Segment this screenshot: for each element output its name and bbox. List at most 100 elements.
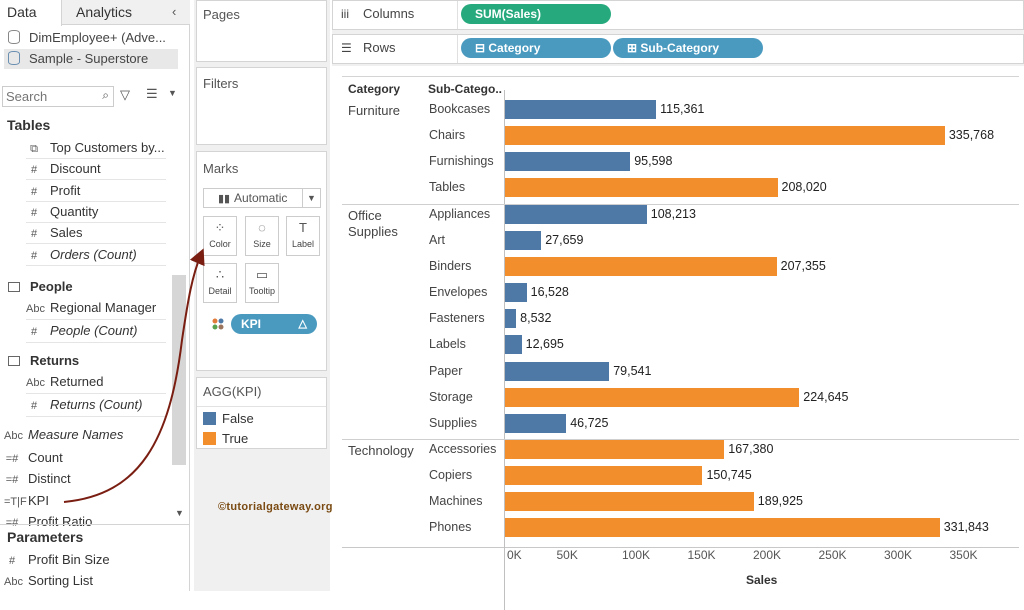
category-header[interactable]: Category bbox=[348, 82, 401, 96]
sum-sales-pill[interactable]: SUM(Sales) bbox=[461, 4, 611, 24]
color-button[interactable]: ⁘ Color bbox=[203, 216, 237, 256]
bar[interactable] bbox=[505, 204, 647, 224]
filter-icon[interactable]: ▽ bbox=[120, 87, 130, 102]
field-item[interactable]: # Returns (Count) bbox=[26, 395, 143, 415]
sub-category-label[interactable]: Appliances bbox=[429, 206, 491, 221]
field-item[interactable]: =# Count bbox=[4, 448, 63, 468]
bar[interactable] bbox=[505, 335, 522, 355]
bar[interactable] bbox=[505, 126, 945, 146]
search-icon[interactable]: ⌕ bbox=[102, 88, 109, 102]
sub-category-label[interactable]: Bookcases bbox=[429, 102, 491, 116]
parameter-item[interactable]: # Profit Bin Size bbox=[4, 550, 110, 570]
bar[interactable] bbox=[505, 230, 542, 250]
legend-item-true[interactable]: True bbox=[203, 430, 248, 448]
field-item[interactable]: =# Distinct bbox=[4, 469, 71, 489]
sub-category-label[interactable]: Accessories bbox=[429, 441, 497, 456]
category-label[interactable]: Office Supplies bbox=[348, 207, 398, 239]
bar[interactable] bbox=[505, 413, 567, 433]
bar[interactable] bbox=[505, 466, 703, 486]
field-item[interactable]: Abc Measure Names bbox=[4, 425, 123, 445]
field-item[interactable]: ⧉ Top Customers by... bbox=[26, 138, 165, 158]
detail-button[interactable]: ∴ Detail bbox=[203, 263, 237, 303]
category-pill[interactable]: ⊟ Category bbox=[461, 38, 611, 58]
legend-item-false[interactable]: False bbox=[203, 410, 254, 428]
category-label[interactable]: Furniture bbox=[348, 103, 401, 118]
filters-card[interactable]: Filters bbox=[196, 67, 327, 145]
tab-analytics[interactable]: Analytics bbox=[76, 4, 133, 20]
category-label[interactable]: Technology bbox=[348, 442, 414, 458]
legend-swatch bbox=[203, 432, 216, 445]
x-tick-label: 300K bbox=[884, 548, 913, 562]
tab-data[interactable]: Data bbox=[0, 0, 62, 26]
bar[interactable] bbox=[505, 361, 610, 381]
bar[interactable] bbox=[505, 283, 527, 303]
field-item[interactable]: # Sales bbox=[26, 223, 83, 243]
field-item[interactable]: =# Profit Ratio bbox=[4, 512, 93, 532]
bar-value-label: 46,725 bbox=[570, 415, 609, 430]
tooltip-button[interactable]: ▭ Tooltip bbox=[245, 263, 279, 303]
sub-category-label[interactable]: Fasteners bbox=[429, 311, 485, 326]
bar-value-label: 208,020 bbox=[781, 180, 827, 195]
scroll-down-icon[interactable]: ▼ bbox=[175, 508, 184, 518]
sub-category-header[interactable]: Sub-Catego.. bbox=[428, 82, 502, 96]
field-item[interactable]: # Orders (Count) bbox=[26, 245, 137, 265]
sub-category-label[interactable]: Machines bbox=[429, 494, 483, 509]
sub-category-label[interactable]: Supplies bbox=[429, 415, 477, 430]
field-type-icon: # bbox=[30, 228, 38, 241]
parameter-item[interactable]: Abc Sorting List bbox=[4, 571, 93, 591]
field-type-icon: # bbox=[30, 206, 38, 219]
datasource-item[interactable]: DimEmployee+ (Adve... bbox=[8, 28, 166, 48]
field-type-icon: Abc bbox=[4, 576, 23, 588]
bar[interactable] bbox=[505, 439, 725, 459]
scrollbar[interactable] bbox=[172, 275, 186, 465]
field-item[interactable]: # Quantity bbox=[26, 202, 98, 222]
sub-category-label[interactable]: Furnishings bbox=[429, 154, 494, 169]
color-dots-icon bbox=[212, 318, 224, 330]
pane-tabs: Data Analytics ‹ bbox=[0, 0, 190, 26]
sub-category-label[interactable]: Chairs bbox=[429, 128, 466, 143]
kpi-color-pill[interactable]: KPI △ bbox=[231, 314, 317, 334]
bar[interactable] bbox=[505, 256, 777, 276]
sub-category-pill[interactable]: ⊞ Sub-Category bbox=[613, 38, 763, 58]
sub-category-label[interactable]: Storage bbox=[429, 389, 473, 404]
bar[interactable] bbox=[505, 518, 940, 538]
bar[interactable] bbox=[505, 387, 800, 407]
pages-card[interactable]: Pages bbox=[196, 0, 327, 62]
field-item[interactable]: # Discount bbox=[26, 159, 101, 179]
sub-category-label[interactable]: Labels bbox=[429, 337, 466, 352]
sub-category-label[interactable]: Phones bbox=[429, 520, 472, 535]
list-view-icon[interactable]: ☰ bbox=[146, 86, 158, 101]
sub-category-label[interactable]: Envelopes bbox=[429, 285, 488, 300]
sub-category-label[interactable]: Tables bbox=[429, 180, 466, 195]
size-button[interactable]: ◌ Size bbox=[245, 216, 279, 256]
field-item[interactable]: Abc Returned bbox=[26, 372, 103, 392]
field-item[interactable]: Abc Regional Manager bbox=[26, 298, 156, 318]
table-group-people[interactable]: People bbox=[8, 277, 73, 297]
label-icon: T bbox=[299, 220, 307, 235]
database-check-icon bbox=[8, 51, 20, 65]
label-button[interactable]: T Label bbox=[286, 216, 320, 256]
columns-shelf[interactable]: iii Columns SUM(Sales) bbox=[332, 0, 1024, 30]
datasource-item-selected[interactable]: Sample - Superstore bbox=[4, 49, 178, 69]
sub-category-label[interactable]: Paper bbox=[429, 363, 463, 378]
sub-category-label[interactable]: Copiers bbox=[429, 468, 473, 483]
field-item[interactable]: # People (Count) bbox=[26, 321, 138, 341]
bar[interactable] bbox=[505, 492, 754, 512]
field-item[interactable]: # Profit bbox=[26, 181, 80, 201]
sub-category-label[interactable]: Binders bbox=[429, 258, 472, 273]
bar[interactable] bbox=[505, 152, 631, 172]
chevron-down-icon[interactable]: ▼ bbox=[168, 88, 177, 98]
bar[interactable] bbox=[505, 178, 778, 198]
rows-shelf[interactable]: ☰ Rows ⊟ Category ⊞ Sub-Category bbox=[332, 34, 1024, 64]
divider bbox=[26, 243, 166, 245]
field-item[interactable]: =T|FKPI bbox=[4, 491, 49, 511]
sub-category-label[interactable]: Art bbox=[429, 232, 445, 247]
table-group-returns[interactable]: Returns bbox=[8, 351, 79, 371]
bar[interactable] bbox=[505, 309, 517, 329]
bar[interactable] bbox=[505, 100, 657, 119]
collapse-pane-icon[interactable]: ‹ bbox=[172, 4, 177, 19]
search-input[interactable] bbox=[3, 87, 95, 106]
bar-chart-icon: ▮▮ bbox=[218, 193, 231, 205]
mark-type-dropdown[interactable]: ▮▮ Automatic ▼ bbox=[203, 188, 321, 208]
bar-value-label: 331,843 bbox=[943, 520, 989, 535]
